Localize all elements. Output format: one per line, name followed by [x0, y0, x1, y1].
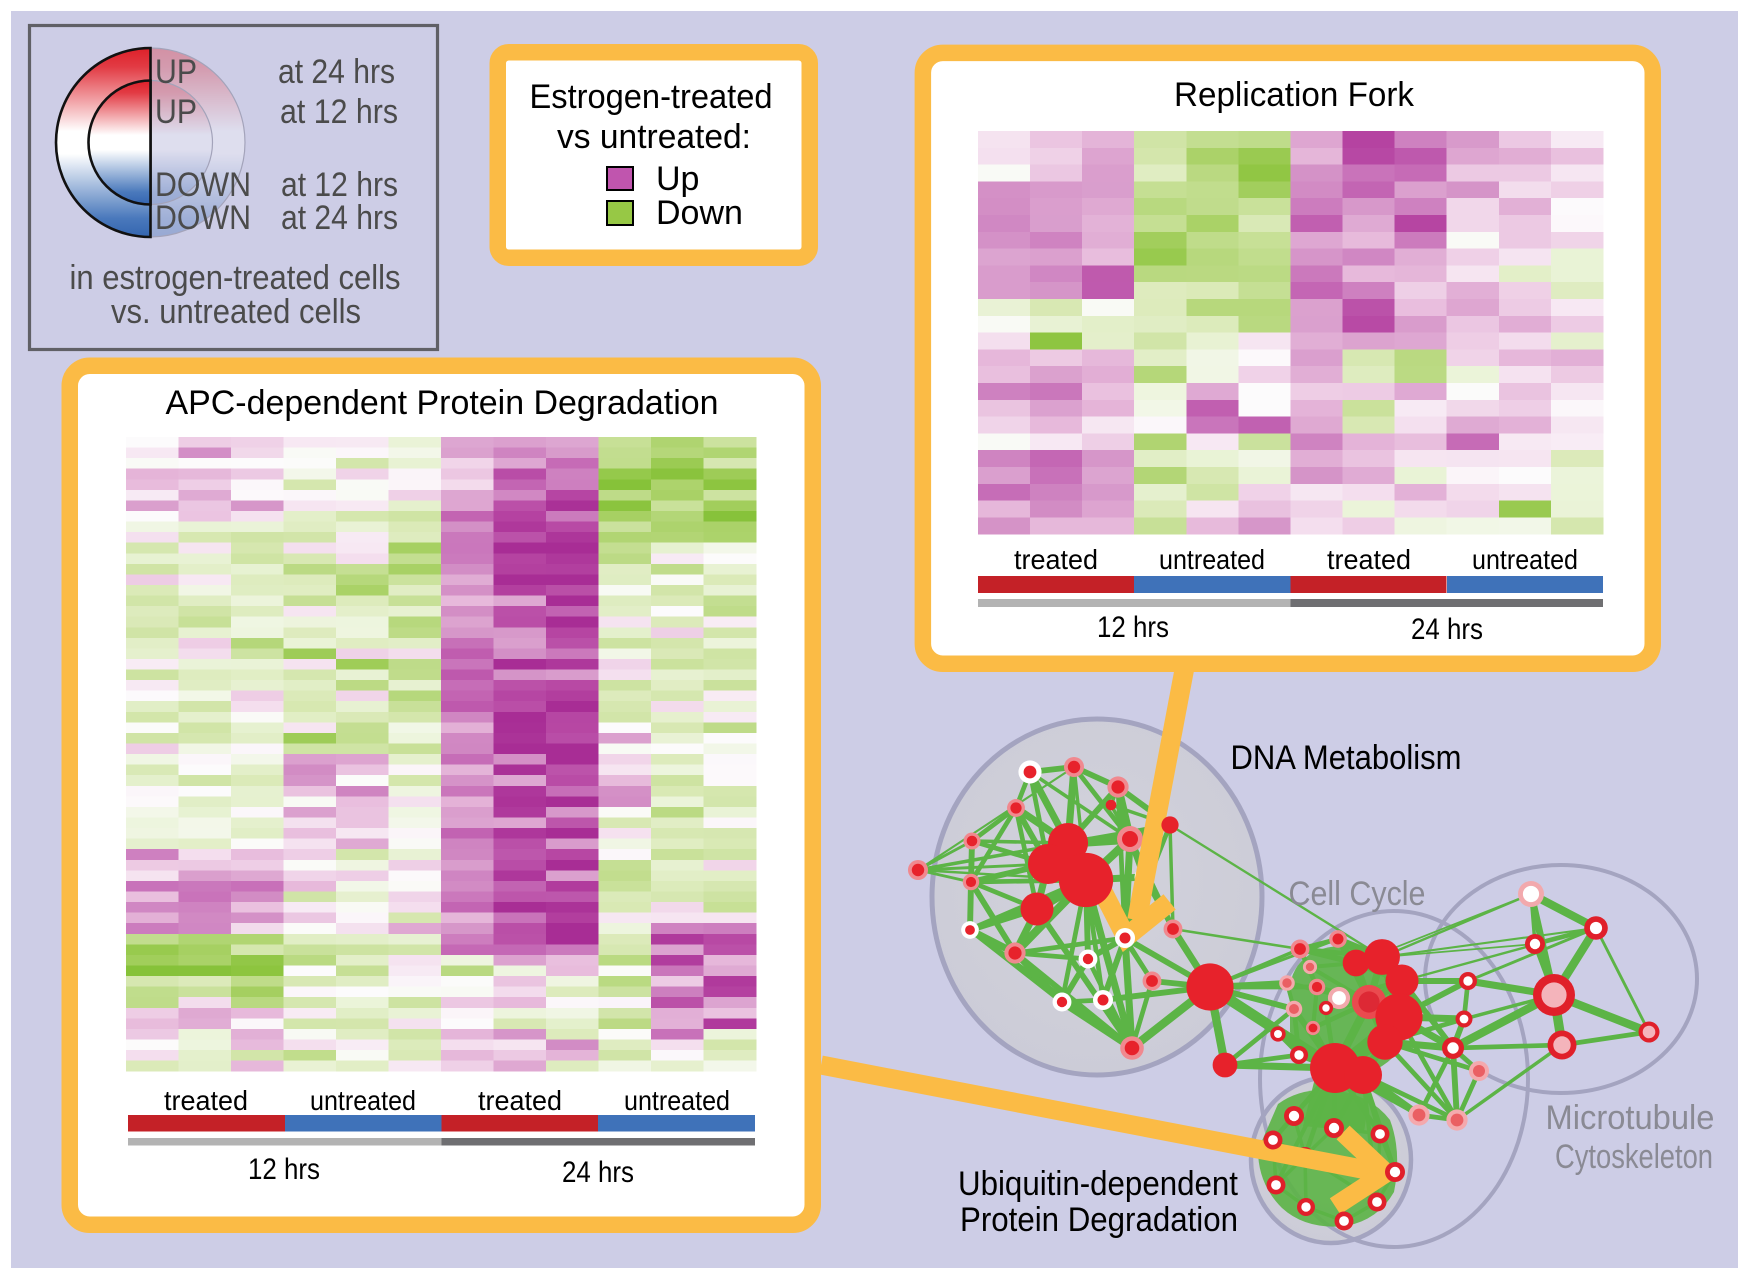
- svg-text:APC-dependent Protein Degradat: APC-dependent Protein Degradation: [166, 384, 719, 422]
- svg-text:treated: treated: [1014, 544, 1098, 575]
- svg-text:untreated: untreated: [624, 1085, 730, 1116]
- svg-text:12 hrs: 12 hrs: [1097, 611, 1169, 644]
- svg-text:Cytoskeleton: Cytoskeleton: [1555, 1138, 1713, 1176]
- svg-text:Replication Fork: Replication Fork: [1174, 76, 1415, 114]
- svg-text:Estrogen-treated: Estrogen-treated: [530, 78, 773, 116]
- svg-text:untreated: untreated: [1159, 544, 1265, 575]
- svg-text:UP: UP: [155, 53, 197, 91]
- svg-text:at 12 hrs: at 12 hrs: [280, 93, 398, 131]
- svg-text:untreated: untreated: [310, 1085, 416, 1116]
- svg-text:DOWN: DOWN: [155, 166, 251, 204]
- svg-text:DNA Metabolism: DNA Metabolism: [1231, 739, 1462, 777]
- svg-text:Protein Degradation: Protein Degradation: [960, 1201, 1238, 1239]
- svg-text:untreated: untreated: [1472, 544, 1578, 575]
- svg-text:treated: treated: [478, 1085, 562, 1116]
- svg-text:Up: Up: [656, 160, 699, 198]
- svg-text:vs untreated:: vs untreated:: [557, 118, 751, 156]
- svg-text:UP: UP: [155, 93, 197, 131]
- svg-text:12 hrs: 12 hrs: [248, 1153, 320, 1186]
- svg-text:at 24 hrs: at 24 hrs: [281, 199, 398, 237]
- svg-text:treated: treated: [164, 1085, 248, 1116]
- svg-text:Down: Down: [656, 194, 743, 232]
- svg-text:Cell Cycle: Cell Cycle: [1289, 875, 1426, 913]
- svg-text:Microtubule: Microtubule: [1546, 1099, 1715, 1137]
- svg-text:24 hrs: 24 hrs: [1411, 613, 1483, 646]
- svg-text:at 24 hrs: at 24 hrs: [278, 53, 395, 91]
- svg-text:in estrogen-treated cells: in estrogen-treated cells: [70, 259, 401, 297]
- svg-text:DOWN: DOWN: [155, 199, 251, 237]
- svg-text:Ubiquitin-dependent: Ubiquitin-dependent: [958, 1165, 1239, 1203]
- svg-text:treated: treated: [1327, 544, 1411, 575]
- svg-text:vs. untreated cells: vs. untreated cells: [111, 293, 361, 331]
- svg-text:24 hrs: 24 hrs: [562, 1156, 634, 1189]
- svg-text:at 12 hrs: at 12 hrs: [281, 166, 398, 204]
